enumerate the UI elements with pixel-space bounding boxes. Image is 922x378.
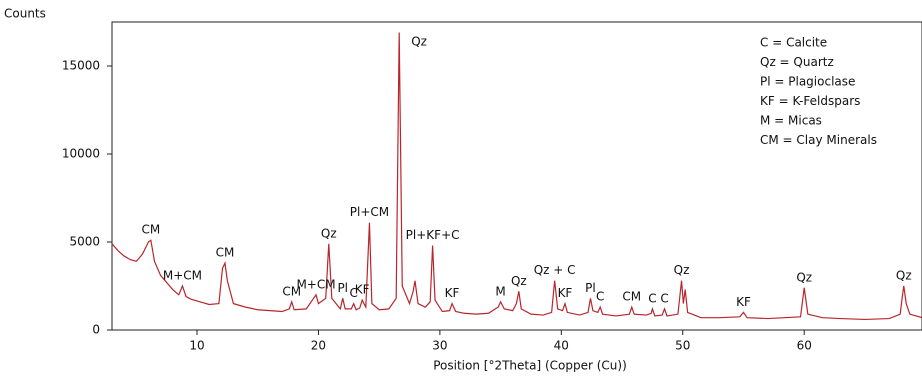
peak-annotation: Pl+CM (350, 205, 389, 219)
peak-annotation: Pl+KF+C (406, 228, 460, 242)
peak-annotation: M+CM (296, 277, 335, 291)
x-tick-label: 60 (797, 339, 812, 353)
peak-annotation: C (596, 290, 604, 304)
legend-note: Qz = Quartz (760, 55, 834, 69)
peak-annotation: Qz (674, 263, 690, 277)
x-tick-label: 50 (675, 339, 690, 353)
peak-annotation: Qz + C (534, 263, 576, 277)
x-axis-label: Position [°2Theta] (Copper (Cu)) (433, 359, 627, 373)
peak-annotation: KF (355, 283, 370, 297)
x-tick-label: 40 (554, 339, 569, 353)
legend-note: KF = K-Feldspars (760, 94, 860, 108)
y-tick-label: 15000 (62, 59, 100, 73)
y-tick-label: 5000 (69, 235, 100, 249)
legend-note: Pl = Plagioclase (760, 75, 855, 89)
peak-annotation: Qz (796, 270, 812, 284)
peak-annotation: Pl (337, 281, 348, 295)
plot-frame (111, 21, 922, 331)
peak-annotation: C (648, 291, 656, 305)
peak-annotation: M (495, 284, 505, 298)
peak-annotation: KF (736, 295, 751, 309)
y-tick-label: 10000 (62, 147, 100, 161)
y-axis-label: Counts (4, 7, 46, 21)
peak-annotation: CM (622, 290, 641, 304)
x-tick-label: 20 (311, 339, 326, 353)
peak-annotation: C (349, 286, 357, 300)
peak-annotation: KF (445, 286, 460, 300)
peak-annotation: Qz (321, 226, 337, 240)
x-tick-label: 30 (432, 339, 447, 353)
legend-note: CM = Clay Minerals (760, 133, 877, 147)
peak-annotation: Qz (896, 269, 912, 283)
data-line (111, 32, 922, 321)
peak-annotation: CM (282, 284, 301, 298)
peak-annotation: C (660, 291, 668, 305)
peak-annotation: CM (216, 246, 235, 260)
legend-note: M = Micas (760, 114, 822, 128)
peak-annotation: M+CM (163, 269, 202, 283)
y-tick-label: 0 (92, 323, 100, 337)
peak-annotation: Qz (411, 35, 427, 49)
x-tick-label: 10 (189, 339, 204, 353)
peak-annotation: Qz (511, 274, 527, 288)
peak-annotation: CM (141, 223, 160, 237)
peak-annotation: Pl (585, 281, 596, 295)
legend-note: C = Calcite (760, 36, 827, 50)
peak-annotation: KF (558, 286, 573, 300)
